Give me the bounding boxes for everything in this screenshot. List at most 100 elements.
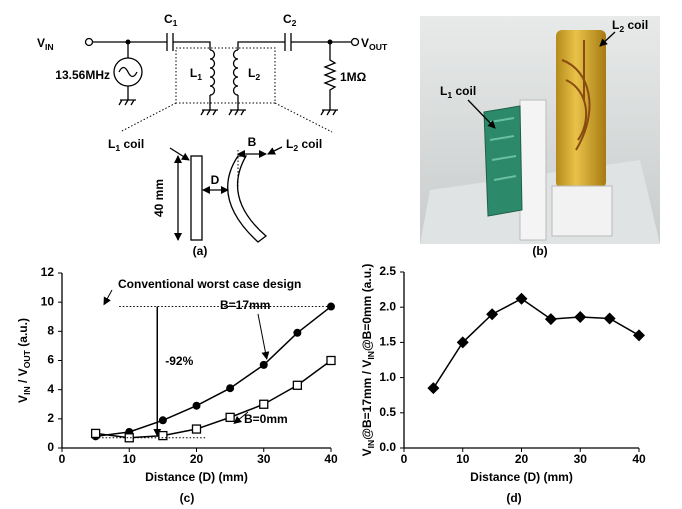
marker xyxy=(159,432,167,440)
diagram-c1-part: 1 xyxy=(173,18,178,28)
diagram-d: D xyxy=(211,173,220,187)
x-tick-label: 40 xyxy=(632,452,646,466)
marker xyxy=(260,361,268,369)
diagram-caption: (a) xyxy=(193,244,208,258)
diagram-l2-coil: L2 coil xyxy=(286,137,322,153)
y-axis-label-part: IN xyxy=(366,440,376,449)
x-tick-label: 10 xyxy=(456,452,470,466)
photo xyxy=(420,16,660,244)
marker xyxy=(327,357,335,365)
y-tick-label: 10 xyxy=(41,294,55,308)
y-axis-label-part: @B=0mm (a.u.) xyxy=(360,264,374,351)
y-axis-label-part: @B=17mm / V xyxy=(360,360,374,440)
annotation: Conventional worst case design xyxy=(118,277,301,291)
marker xyxy=(293,381,301,389)
diagram-c1: C1 xyxy=(164,12,178,28)
figure: VINC1C2VOUT13.56MHzL1L21MΩL1 coilL2 coil… xyxy=(0,0,682,509)
caption: (d) xyxy=(506,491,521,505)
y-tick-label: 4 xyxy=(47,382,54,396)
y-tick-label: 1.5 xyxy=(379,335,396,349)
photo-caption: (b) xyxy=(532,244,547,258)
diagram-vout-part: V xyxy=(361,36,369,50)
diagram-c2-part: C xyxy=(283,12,292,26)
marker xyxy=(226,413,234,421)
diagram-vin-part: V xyxy=(37,36,45,50)
y-axis-label-part: (a.u.) xyxy=(16,318,30,350)
x-tick-label: 20 xyxy=(515,452,529,466)
diagram-c2: C2 xyxy=(283,12,297,28)
x-tick-label: 30 xyxy=(257,452,271,466)
y-tick-label: 6 xyxy=(47,353,54,367)
series-label: B=17mm xyxy=(220,298,270,312)
x-tick-label: 40 xyxy=(324,452,338,466)
marker xyxy=(604,312,616,324)
photo-l1-coil-part: coil xyxy=(452,84,476,98)
series-line xyxy=(96,307,331,437)
marker xyxy=(159,416,167,424)
diagram-source: 13.56MHz xyxy=(55,68,110,82)
diagram-l2-coil-part: coil xyxy=(298,137,322,151)
diagram-c1-part: C xyxy=(164,12,173,26)
y-tick-label: 0.5 xyxy=(379,405,396,419)
x-tick-label: 0 xyxy=(59,452,66,466)
marker xyxy=(516,293,528,305)
diagram-l1-coil: L1 coil xyxy=(108,137,144,153)
series-line xyxy=(96,361,331,438)
marker xyxy=(92,429,100,437)
diagram-vin-part: IN xyxy=(45,42,54,52)
diagram-vout-part: OUT xyxy=(369,42,388,52)
x-tick-label: 0 xyxy=(401,452,408,466)
diagram-c2-part: 2 xyxy=(292,18,297,28)
annotation: -92% xyxy=(165,354,193,368)
x-tick-label: 20 xyxy=(190,452,204,466)
photo-l2-coil-part: L xyxy=(612,18,619,32)
y-tick-label: 1.0 xyxy=(379,370,396,384)
y-axis-label-part: V xyxy=(360,448,374,456)
y-tick-label: 8 xyxy=(47,324,54,338)
annotation-arrow xyxy=(104,290,112,305)
marker xyxy=(633,329,645,341)
diagram-l1: L1 xyxy=(190,66,202,82)
diagram-vin: VIN xyxy=(37,36,54,52)
diagram-l1-coil-part: coil xyxy=(120,137,144,151)
x-tick-label: 10 xyxy=(123,452,137,466)
series-label: B=0mm xyxy=(244,412,288,426)
y-axis-label: VIN@B=17mm / VIN@B=0mm (a.u.) xyxy=(360,264,376,457)
diagram-b: B xyxy=(248,135,257,149)
y-axis-label-part: IN xyxy=(22,386,32,395)
y-tick-label: 0.0 xyxy=(379,440,396,454)
y-axis-label: VIN / VOUT (a.u.) xyxy=(16,318,32,403)
y-tick-label: 0 xyxy=(47,440,54,454)
diagram-height: 40 mm xyxy=(152,179,166,217)
y-axis-label-part: V xyxy=(16,395,30,403)
diagram-l2-coil-part: L xyxy=(286,137,293,151)
diagram-l2-part: 2 xyxy=(255,72,260,82)
diagram-l1-coil-part: L xyxy=(108,137,115,151)
marker xyxy=(427,382,439,394)
diagram-resistor: 1MΩ xyxy=(340,70,367,84)
diagram-l1-part: 1 xyxy=(197,72,202,82)
y-tick-label: 12 xyxy=(41,265,55,279)
series-label-arrow xyxy=(258,314,267,359)
y-tick-label: 2.0 xyxy=(379,299,396,313)
x-axis-label: Distance (D) (mm) xyxy=(145,470,248,484)
y-tick-label: 2 xyxy=(47,411,54,425)
y-axis-label-part: OUT xyxy=(22,349,32,368)
diagram-vout: VOUT xyxy=(361,36,388,52)
marker xyxy=(293,329,301,337)
photo-l1-coil-part: L xyxy=(440,84,447,98)
marker xyxy=(574,311,586,323)
marker xyxy=(260,400,268,408)
x-axis-label: Distance (D) (mm) xyxy=(470,470,573,484)
y-axis-label-part: IN xyxy=(366,351,376,360)
marker xyxy=(193,402,201,410)
diagram-l2: L2 xyxy=(248,66,260,82)
y-axis-label-part: / V xyxy=(16,368,30,386)
x-tick-label: 30 xyxy=(574,452,588,466)
diagram-l1-part: L xyxy=(190,66,197,80)
photo-l2-coil-part: coil xyxy=(624,18,648,32)
page: { "panel_a": {"caption": "(a)", "vin": [… xyxy=(0,0,682,509)
marker xyxy=(226,384,234,392)
marker xyxy=(193,425,201,433)
caption: (c) xyxy=(180,491,195,505)
